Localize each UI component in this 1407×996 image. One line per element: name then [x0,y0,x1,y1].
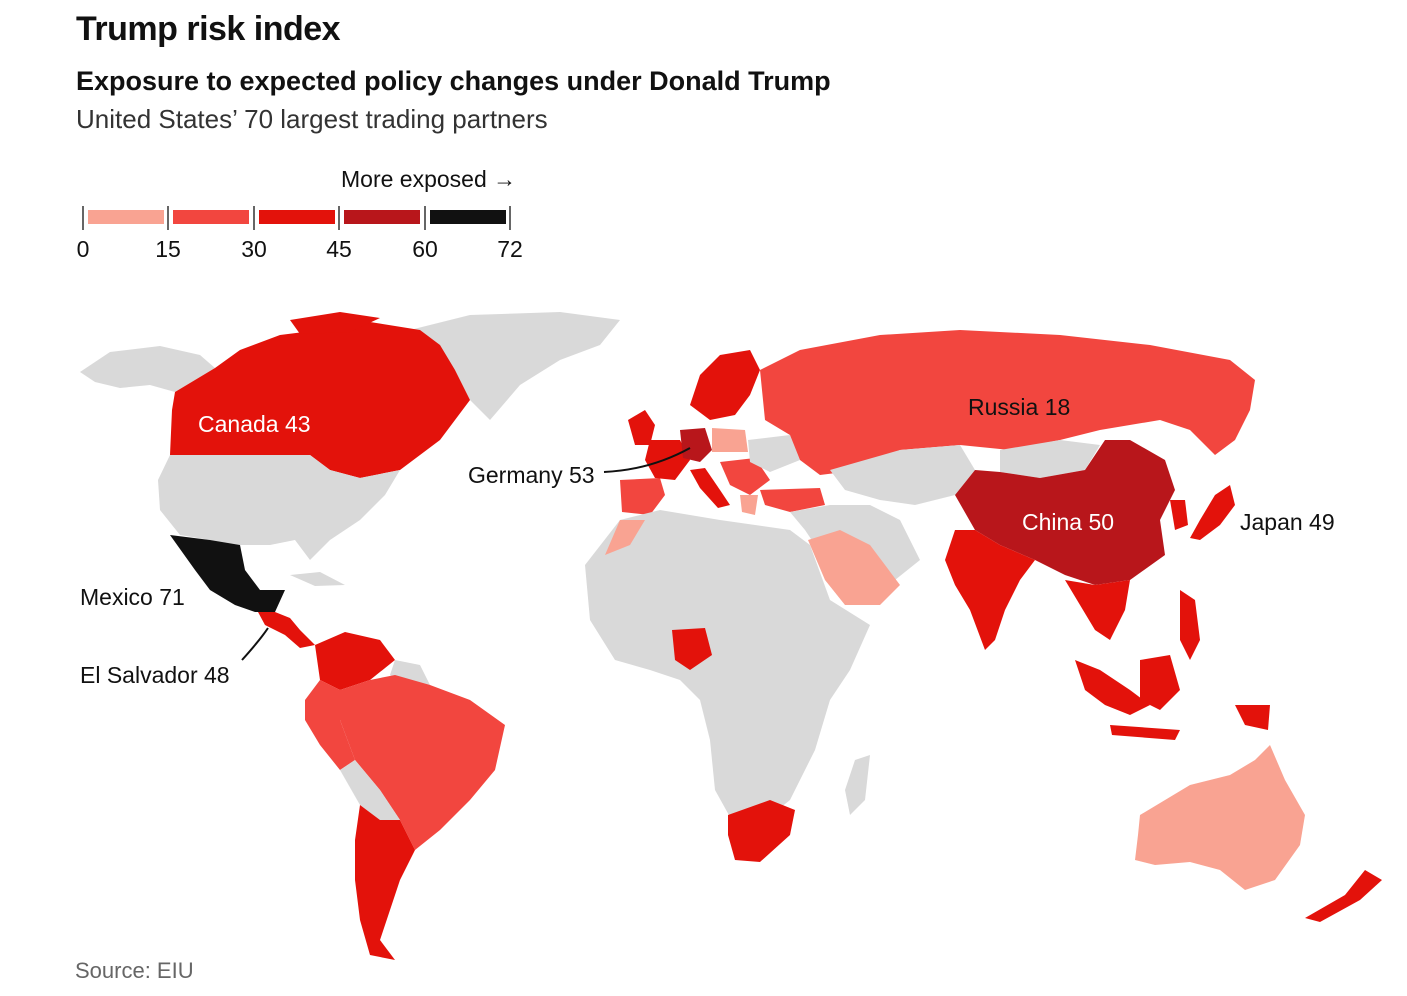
country-colombia-venezuela [315,632,395,690]
chart-description: United States’ 70 largest trading partne… [76,104,548,134]
country-canada [170,322,470,478]
label-germany: Germany 53 [468,462,595,488]
country-africa [585,510,870,835]
country-mongolia [1000,440,1100,478]
country-southeast-asia [1065,580,1130,640]
country-new-zealand [1305,870,1382,922]
country-united-states [158,455,400,560]
legend-bin-5 [430,210,506,224]
country-nigeria [672,628,712,670]
country-mexico [170,535,285,612]
country-turkey [760,488,825,512]
color-legend: More exposed → 0 15 30 45 60 72 [76,166,546,276]
label-canada: Canada 43 [198,411,311,437]
label-japan: Japan 49 [1240,509,1335,535]
country-japan [1190,485,1235,540]
country-alaska [80,346,215,392]
label-russia: Russia 18 [968,394,1070,420]
country-argentina-chile [355,805,415,960]
country-iberia [620,478,665,515]
country-cuba [290,572,345,586]
legend-tick-label: 0 [76,236,90,262]
country-brazil [340,675,505,850]
country-java [1110,725,1180,740]
country-central-america [258,612,315,648]
legend-bin-1 [88,210,164,224]
country-south-africa [728,800,795,862]
legend-tick-label: 45 [326,236,352,262]
country-central-asia [830,445,975,505]
country-france [645,440,690,480]
country-indonesia [1075,660,1150,715]
country-saudi-arabia [808,530,900,605]
chart-title: Trump risk index [76,10,341,48]
country-greece [740,495,758,515]
country-uk [628,410,655,445]
country-new-guinea [1235,705,1270,730]
country-germany [680,428,712,462]
legend-tick-label: 15 [155,236,181,262]
country-australia [1135,745,1305,890]
country-italy [690,468,730,508]
country-philippines [1180,590,1200,660]
country-korea [1170,500,1188,530]
country-canada-arctic [290,312,380,334]
germany-leader-line [603,447,691,473]
country-morocco [605,520,645,555]
legend-tick-label: 30 [241,236,267,262]
country-balkans [720,458,770,495]
legend-scale [82,206,511,230]
country-greenland [410,312,620,420]
country-poland [712,428,748,452]
label-mexico: Mexico 71 [80,584,185,610]
legend-bin-2 [173,210,249,224]
el-salvador-leader-line [241,627,269,661]
label-china: China 50 [1022,509,1114,535]
world-map: Canada 43 Russia 18 Germany 53 China 50 … [80,312,1382,960]
country-peru [305,680,355,770]
country-ukraine [748,435,800,472]
legend-tick-label: 60 [412,236,438,262]
country-scandinavia [690,350,760,420]
country-china [955,440,1175,585]
legend-direction-label: More exposed → [341,166,517,192]
country-borneo [1140,655,1180,710]
country-india [945,530,1035,650]
country-bolivia [340,760,400,820]
legend-bin-3 [259,210,335,224]
country-madagascar [845,755,870,815]
chart-subtitle: Exposure to expected policy changes unde… [76,66,831,96]
label-el-salvador: El Salvador 48 [80,662,230,688]
source-note: Source: EIU [75,958,194,983]
legend-bin-4 [344,210,420,224]
country-russia [760,330,1255,475]
legend-tick-label: 72 [497,236,523,262]
